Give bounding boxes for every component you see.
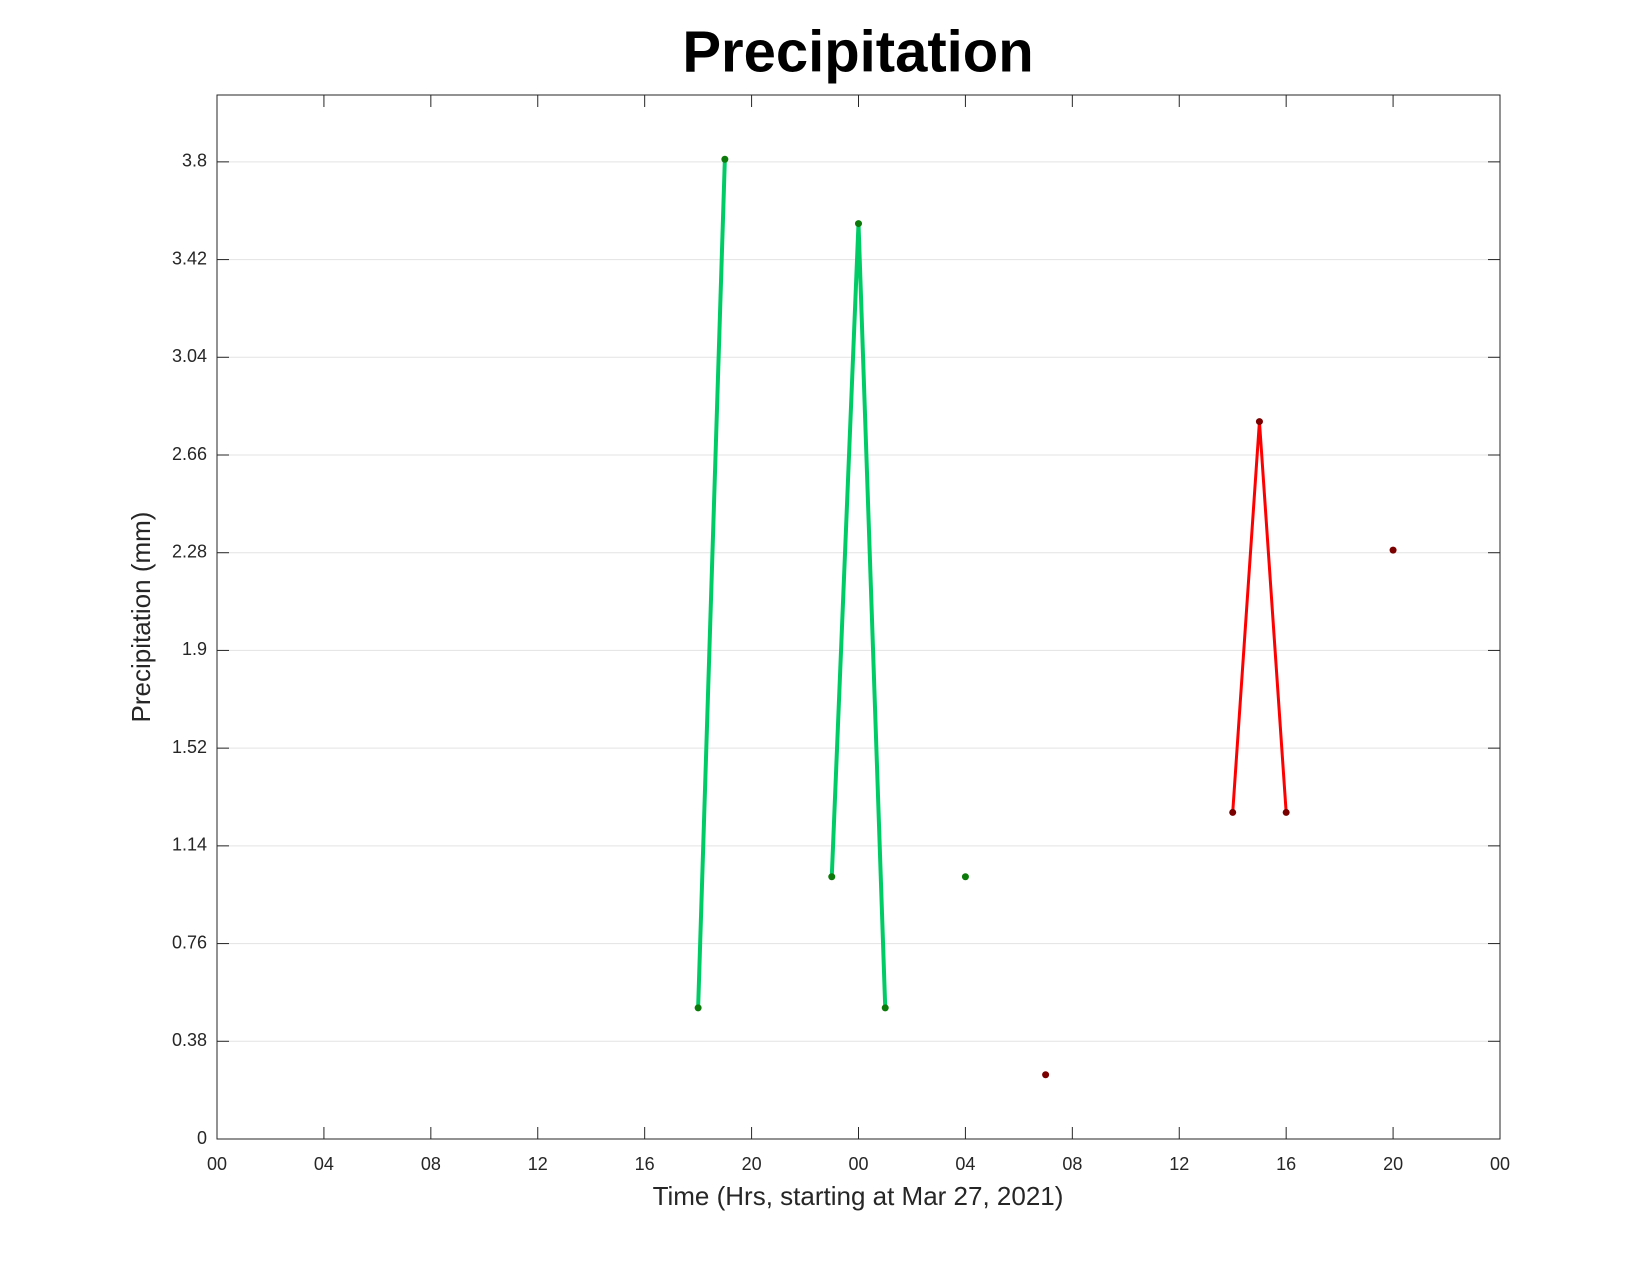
x-axis-label: Time (Hrs, starting at Mar 27, 2021) — [653, 1181, 1064, 1211]
y-tick-label: 0.76 — [172, 932, 207, 952]
x-tick-label: 00 — [848, 1154, 868, 1174]
data-point — [694, 1004, 702, 1012]
x-tick-label: 20 — [742, 1154, 762, 1174]
data-point — [828, 873, 836, 881]
y-tick-label: 0 — [197, 1128, 207, 1148]
y-tick-label: 3.42 — [172, 248, 207, 268]
x-tick-label: 00 — [1490, 1154, 1510, 1174]
x-tick-label: 16 — [635, 1154, 655, 1174]
x-tick-label: 08 — [1062, 1154, 1082, 1174]
y-tick-label: 0.38 — [172, 1030, 207, 1050]
plot-frame — [216, 94, 1501, 1140]
y-tick-label: 1.52 — [172, 737, 207, 757]
x-tick-label: 12 — [1169, 1154, 1189, 1174]
x-tick-label: 04 — [955, 1154, 975, 1174]
data-point — [961, 873, 969, 881]
y-axis-label: Precipitation (mm) — [126, 512, 156, 723]
x-tick-label: 20 — [1383, 1154, 1403, 1174]
data-point — [721, 155, 729, 163]
y-tick-label: 1.9 — [182, 639, 207, 659]
x-tick-label: 00 — [207, 1154, 227, 1174]
chart-title: Precipitation — [682, 19, 1033, 84]
y-tick-label: 1.14 — [172, 835, 207, 855]
data-point — [881, 1004, 889, 1012]
data-point — [1255, 418, 1263, 426]
x-tick-label: 16 — [1276, 1154, 1296, 1174]
x-tick-label: 08 — [421, 1154, 441, 1174]
data-point — [1229, 808, 1237, 816]
y-tick-label: 2.66 — [172, 444, 207, 464]
x-tick-label: 12 — [528, 1154, 548, 1174]
data-point — [1282, 808, 1290, 816]
x-tick-label: 04 — [314, 1154, 334, 1174]
y-tick-label: 2.28 — [172, 541, 207, 561]
y-tick-label: 3.04 — [172, 346, 207, 366]
data-point — [1389, 546, 1397, 554]
y-tick-label: 3.8 — [182, 151, 207, 171]
data-point — [855, 220, 862, 228]
data-point — [1042, 1071, 1050, 1079]
